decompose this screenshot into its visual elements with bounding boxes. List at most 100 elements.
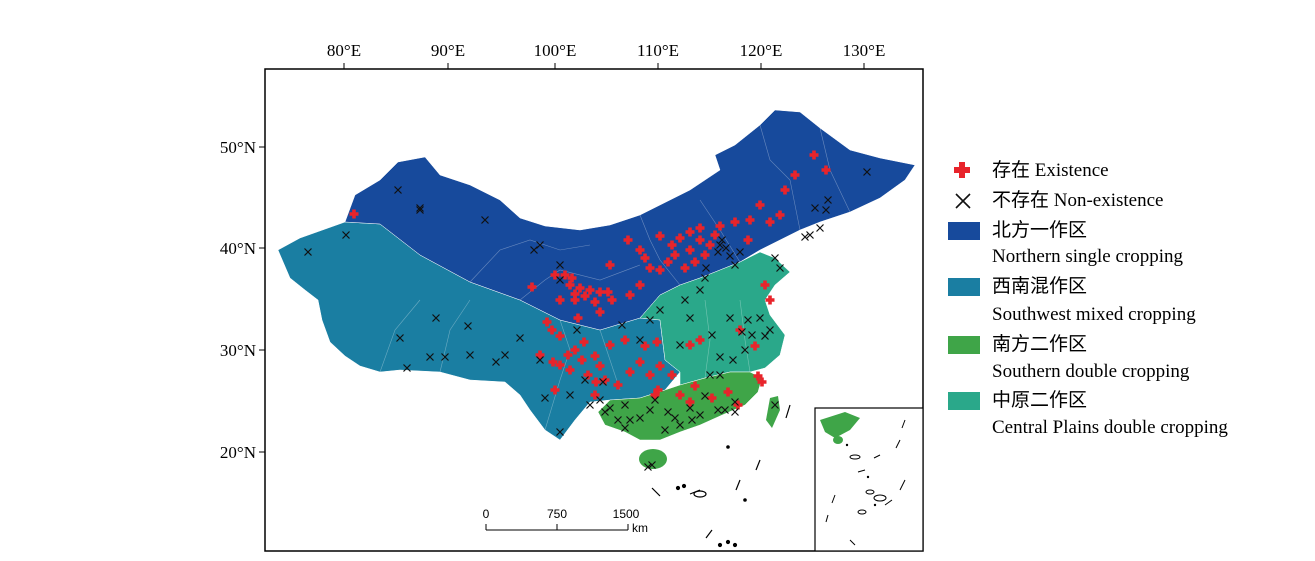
non-existence-marker xyxy=(696,286,704,294)
existence-marker xyxy=(635,357,645,367)
non-existence-marker xyxy=(722,244,730,252)
existence-marker xyxy=(685,397,695,407)
inset-map xyxy=(820,412,906,546)
latitude-label: 20°N xyxy=(220,443,256,462)
existence-marker xyxy=(565,280,575,290)
province-boundaries xyxy=(379,124,851,431)
scale-bar: 0 750 1500 km xyxy=(483,507,648,535)
existence-marker xyxy=(595,287,605,297)
non-existence-marker xyxy=(601,408,609,416)
latitude-label: 30°N xyxy=(220,341,256,360)
non-existence-marker xyxy=(688,416,696,424)
non-existence-marker xyxy=(714,248,722,256)
non-existence-marker xyxy=(701,274,709,282)
existence-marker xyxy=(821,165,831,175)
existence-marker xyxy=(575,283,585,293)
longitude-label: 110°E xyxy=(637,41,679,60)
non-existence-marker xyxy=(721,406,729,414)
existence-marker xyxy=(565,365,575,375)
non-existence-marker xyxy=(766,326,774,334)
existence-marker xyxy=(542,317,552,327)
non-existence-marker xyxy=(736,248,744,256)
non-existence-marker xyxy=(731,398,739,406)
non-existence-marker xyxy=(586,401,594,409)
non-existence-marker xyxy=(771,401,779,409)
existence-marker xyxy=(655,361,665,371)
existence-marker xyxy=(591,377,601,387)
existence-marker xyxy=(625,290,635,300)
south-sea-islands xyxy=(651,404,791,548)
legend-zone-northern-en: Northern single cropping xyxy=(992,246,1184,267)
existence-marker xyxy=(695,335,705,345)
existence-marker xyxy=(579,337,589,347)
non-existence-marker xyxy=(714,406,722,414)
existence-marker xyxy=(605,260,615,270)
non-existence-marker xyxy=(501,351,509,359)
existence-marker xyxy=(707,393,717,403)
non-existence-marker xyxy=(396,334,404,342)
non-existence-marker xyxy=(466,351,474,359)
existence-marker xyxy=(577,355,587,365)
non-existence-marker xyxy=(556,276,564,284)
legend-zone-southwest: 西南混作区 Southwest mixed cropping xyxy=(948,272,1308,330)
non-existence-marker xyxy=(696,411,704,419)
non-existence-marker xyxy=(806,231,814,239)
legend-zone-central-cn: 中原二作区 xyxy=(992,390,1088,411)
longitude-label: 80°E xyxy=(327,41,361,60)
existence-marker xyxy=(605,340,615,350)
non-existence-marker xyxy=(492,358,500,366)
existence-marker xyxy=(775,210,785,220)
china-map xyxy=(277,109,923,551)
scale-tick-1500: 1500 xyxy=(613,507,640,521)
non-existence-marker xyxy=(671,414,679,422)
non-existence-marker xyxy=(573,326,581,334)
non-existence-marker xyxy=(530,246,538,254)
existence-marker xyxy=(690,257,700,267)
existence-marker xyxy=(590,297,600,307)
non-existence-marker xyxy=(756,314,764,322)
existence-marker xyxy=(595,307,605,317)
non-existence-marker xyxy=(403,364,411,372)
longitude-label: 90°E xyxy=(431,41,465,60)
existence-marker xyxy=(590,390,600,400)
existence-marker xyxy=(645,263,655,273)
non-existence-marker xyxy=(464,322,472,330)
legend-zone-central: 中原二作区 Central Plains double cropping xyxy=(948,386,1308,442)
latitude-label: 50°N xyxy=(220,138,256,157)
existence-marker xyxy=(670,250,680,260)
non-existence-marker xyxy=(621,424,629,432)
non-existence-marker xyxy=(614,416,622,424)
latitude-label: 40°N xyxy=(220,239,256,258)
zone-central-plains-double xyxy=(639,251,791,386)
non-existence-marker xyxy=(441,353,449,361)
legend-zone-southern: 南方二作区 Southern double cropping xyxy=(948,330,1308,386)
legend-non-existence: 不存在 Non-existence xyxy=(948,186,1308,216)
legend-zone-southwest-cn: 西南混作区 xyxy=(992,276,1088,297)
non-existence-marker xyxy=(636,336,644,344)
non-existence-marker xyxy=(744,316,752,324)
central-swatch xyxy=(948,392,980,410)
scale-unit: km xyxy=(632,521,648,535)
existence-marker xyxy=(570,289,580,299)
non-existence-marker xyxy=(681,296,689,304)
non-existence-marker xyxy=(738,328,746,336)
existence-marker xyxy=(550,270,560,280)
existence-marker xyxy=(570,295,580,305)
non-existence-marker xyxy=(481,216,489,224)
longitude-label: 120°E xyxy=(740,41,783,60)
non-existence-marker xyxy=(822,206,830,214)
existence-marker xyxy=(680,263,690,273)
non-existence-marker xyxy=(556,261,564,269)
hainan-island xyxy=(639,449,667,469)
non-existence-marker xyxy=(536,241,544,249)
existence-marker xyxy=(765,217,775,227)
non-existence-marker xyxy=(708,331,716,339)
existence-marker xyxy=(667,240,677,250)
legend-zone-southwest-en: Southwest mixed cropping xyxy=(992,304,1196,325)
northern-swatch xyxy=(948,222,980,240)
existence-marker xyxy=(667,370,677,380)
non-existence-marker xyxy=(731,261,739,269)
longitude-label: 130°E xyxy=(843,41,886,60)
non-existence-marker xyxy=(726,252,734,260)
